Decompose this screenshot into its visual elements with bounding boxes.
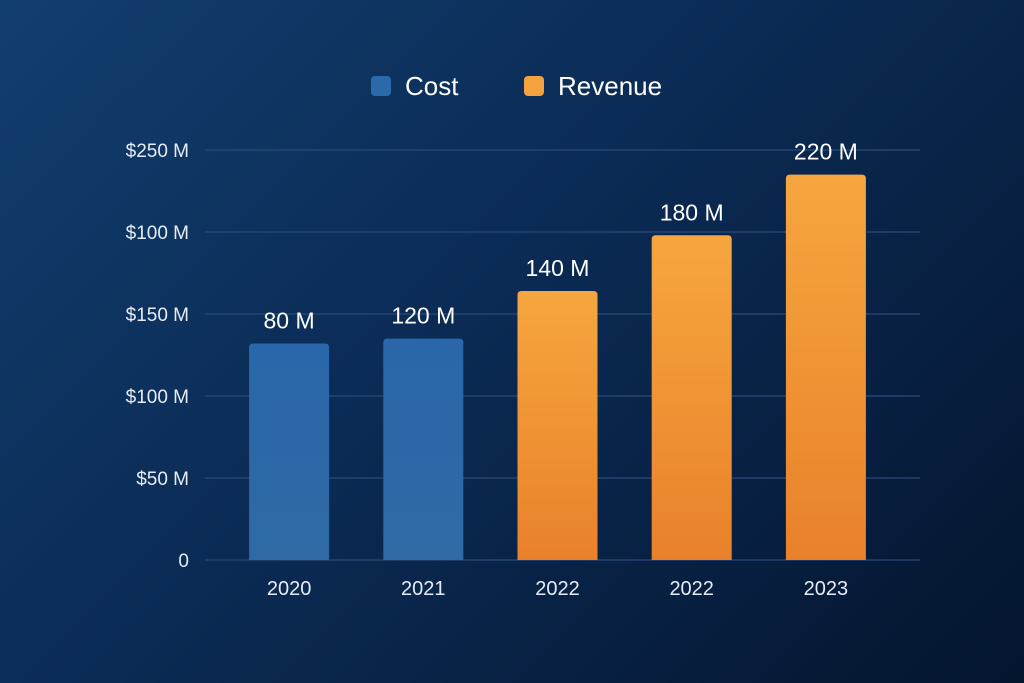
data-labels: 80 M 120 M 140 M 180 M 220 M <box>264 139 858 334</box>
legend: Cost Revenue <box>371 71 662 101</box>
data-label: 220 M <box>794 139 858 165</box>
bar <box>249 343 330 560</box>
y-tick-label: $250 M <box>126 141 189 162</box>
data-label: 120 M <box>391 303 455 329</box>
data-label: 140 M <box>526 255 590 281</box>
x-tick-label: 2022 <box>535 578 580 600</box>
legend-label: Revenue <box>558 71 662 101</box>
legend-swatch <box>524 76 544 96</box>
y-tick-label: $100 M <box>126 387 189 408</box>
bars <box>249 174 866 560</box>
x-tick-label: 2023 <box>804 578 849 600</box>
x-tick-label: 2021 <box>401 578 446 600</box>
y-tick-label: $150 M <box>126 305 189 326</box>
data-label: 80 M <box>264 308 315 334</box>
y-tick-label: $50 M <box>136 469 189 490</box>
bar <box>651 235 732 560</box>
x-axis: 2020 2021 2022 2022 2023 <box>267 578 848 600</box>
x-tick-label: 2022 <box>669 578 714 600</box>
bar <box>383 338 464 560</box>
x-tick-label: 2020 <box>267 578 312 600</box>
bar <box>785 174 866 560</box>
data-label: 180 M <box>660 199 724 225</box>
legend-label: Cost <box>405 71 459 101</box>
legend-swatch <box>371 76 391 96</box>
y-tick-label: 0 <box>178 551 189 572</box>
y-tick-label: $100 M <box>126 223 189 244</box>
y-axis: 0 $50 M $100 M $150 M $100 M $250 M <box>126 141 189 572</box>
bar <box>517 291 598 560</box>
